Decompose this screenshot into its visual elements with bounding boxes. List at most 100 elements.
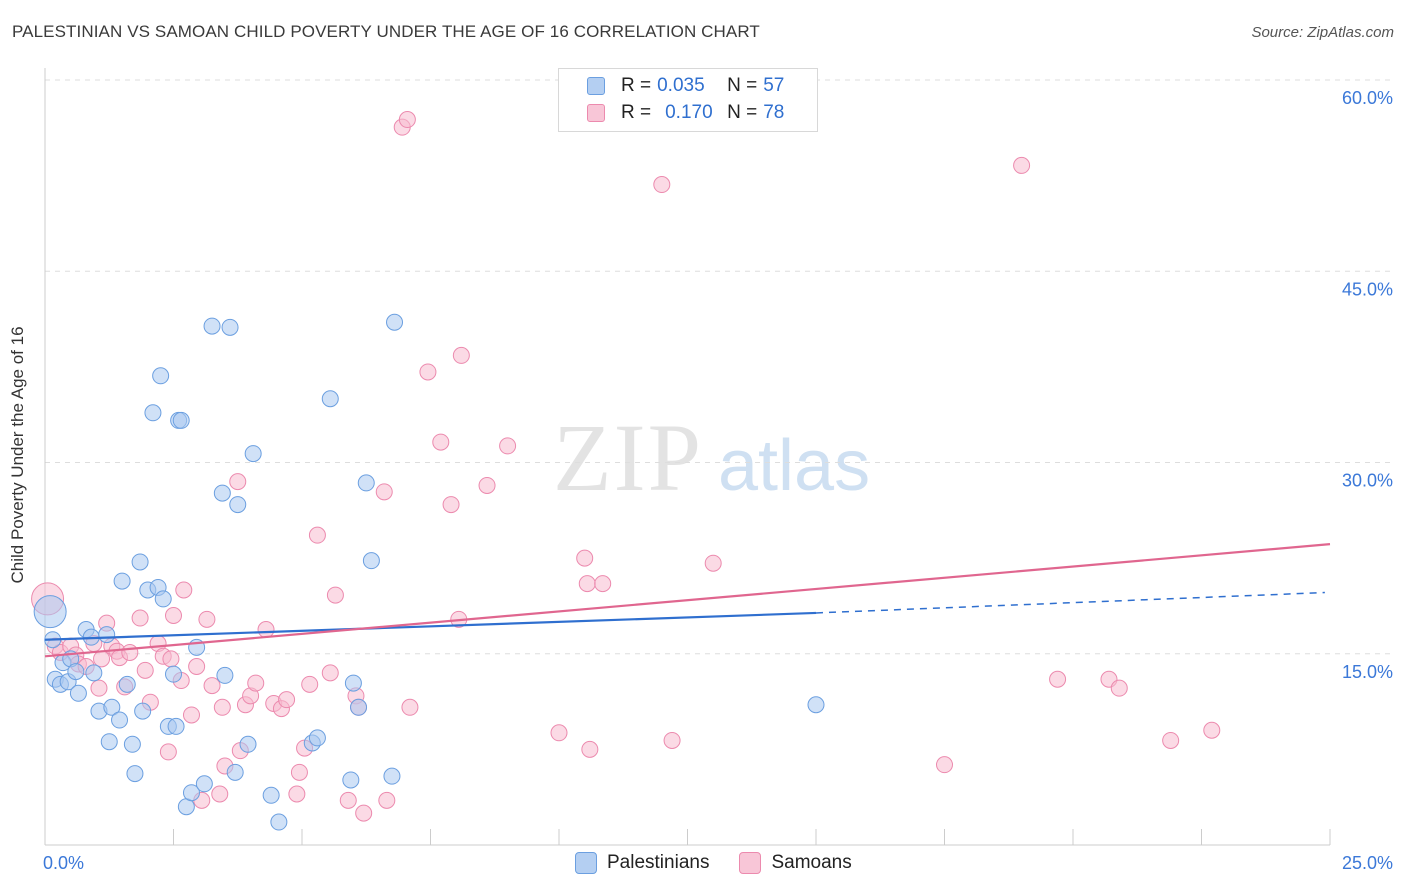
samoan-point [663,731,681,749]
palestinian-point [172,411,190,429]
samoan-point [308,526,326,544]
samoan-point [550,724,568,742]
legend-item-samoans[interactable]: Samoans [739,852,852,874]
legend-n-value-samoans: 78 [763,102,785,123]
palestinian-point [111,711,129,729]
samoan-point [326,586,344,604]
palestinian-point [386,313,404,331]
legend-swatch-palestinians [575,852,597,874]
palestinian-point [131,553,149,571]
watermark: ZIP atlas [553,404,870,511]
palestinian-point [98,626,116,644]
samoan-point [401,698,419,716]
samoan-point [594,575,612,593]
samoan-point [290,763,308,781]
palestinian-point [226,763,244,781]
legend-row-palestinians: R = 0.035 N = 57 [587,75,784,97]
samoan-point [213,698,231,716]
legend-n-label: N = [727,102,758,123]
tick-labels: 15.0% 30.0% 45.0% 60.0% 0.0% 25.0% [43,88,1393,873]
palestinian-point [144,404,162,422]
samoan-point [578,575,596,593]
samoan-point [378,791,396,809]
trend-lines [44,543,1331,658]
legend-n-value-palestinians: 57 [763,75,785,96]
samoan-point [211,785,229,803]
palestinian-point [33,595,67,629]
samoan-point [203,677,221,695]
samoan-point [93,650,111,668]
samoan-point [653,176,671,194]
samoan-point [398,111,416,129]
y-tick-label: 60.0% [1342,88,1393,108]
samoan-point [432,433,450,451]
palestinian-trend-extension [815,591,1325,614]
samoan-point [198,610,216,628]
series-legend: Palestinians Samoans [575,852,882,874]
samoan-point [442,496,460,514]
palestinian-point [357,474,375,492]
y-axis-label: Child Poverty Under the Age of 16 [8,326,27,584]
palestinian-point [165,665,182,683]
samoan-point [229,473,247,491]
palestinian-points [33,313,825,831]
palestinian-point [221,318,239,336]
samoan-point [576,549,594,567]
samoan-point [321,664,339,682]
palestinian-point [308,729,326,747]
samoan-point [278,691,296,709]
palestinian-point [134,702,152,720]
samoan-point [1162,731,1180,749]
legend-item-palestinians[interactable]: Palestinians [575,852,709,874]
palestinian-point [118,675,136,693]
samoan-point [1049,670,1067,688]
palestinian-point [807,696,825,714]
samoan-point [131,609,149,627]
palestinian-point [103,698,121,716]
palestinian-point [123,735,141,753]
legend-r-value-samoans: 0.170 [665,102,713,123]
palestinian-point [100,733,118,751]
y-tick-label: 45.0% [1342,279,1393,299]
samoan-point [182,706,200,724]
samoan-point [355,804,373,822]
palestinian-point [362,552,380,570]
palestinian-point [69,684,87,702]
legend-n-label: N = [727,75,758,96]
watermark-atlas: atlas [718,426,870,506]
y-tick-label: 30.0% [1342,471,1393,491]
samoan-point [188,658,206,675]
palestinian-point [203,317,221,335]
samoan-point [288,785,306,803]
chart-title: PALESTINIAN VS SAMOAN CHILD POVERTY UNDE… [12,22,760,41]
palestinian-point [195,775,213,793]
samoan-point [419,363,437,381]
palestinian-point [239,735,257,753]
legend-swatch-palestinians [587,77,605,95]
legend-r-label: R = [621,75,652,96]
palestinian-point [270,813,288,831]
samoan-point [1110,679,1128,697]
palestinian-point [85,664,103,682]
samoan-point [247,674,265,692]
samoan-point [704,554,722,572]
palestinian-point [350,698,368,716]
samoan-point [1013,156,1031,174]
samoan-point [136,661,154,679]
samoan-point [499,437,517,455]
samoan-point [121,643,139,661]
source-label: Source: ZipAtlas.com [1251,24,1394,41]
palestinian-point [344,674,362,692]
palestinian-point [244,445,262,463]
samoan-point [581,740,599,758]
y-tick-label: 15.0% [1342,662,1393,682]
legend-swatch-samoans [739,852,762,874]
palestinian-point [67,663,85,681]
x-tick-label: 25.0% [1342,853,1393,873]
palestinian-point [229,496,247,514]
legend-swatch-samoans [587,104,605,122]
samoan-point [165,607,182,624]
palestinian-trend-line [44,611,817,641]
legend-label-samoans: Samoans [771,852,852,873]
legend-r-label: R = [621,102,652,123]
